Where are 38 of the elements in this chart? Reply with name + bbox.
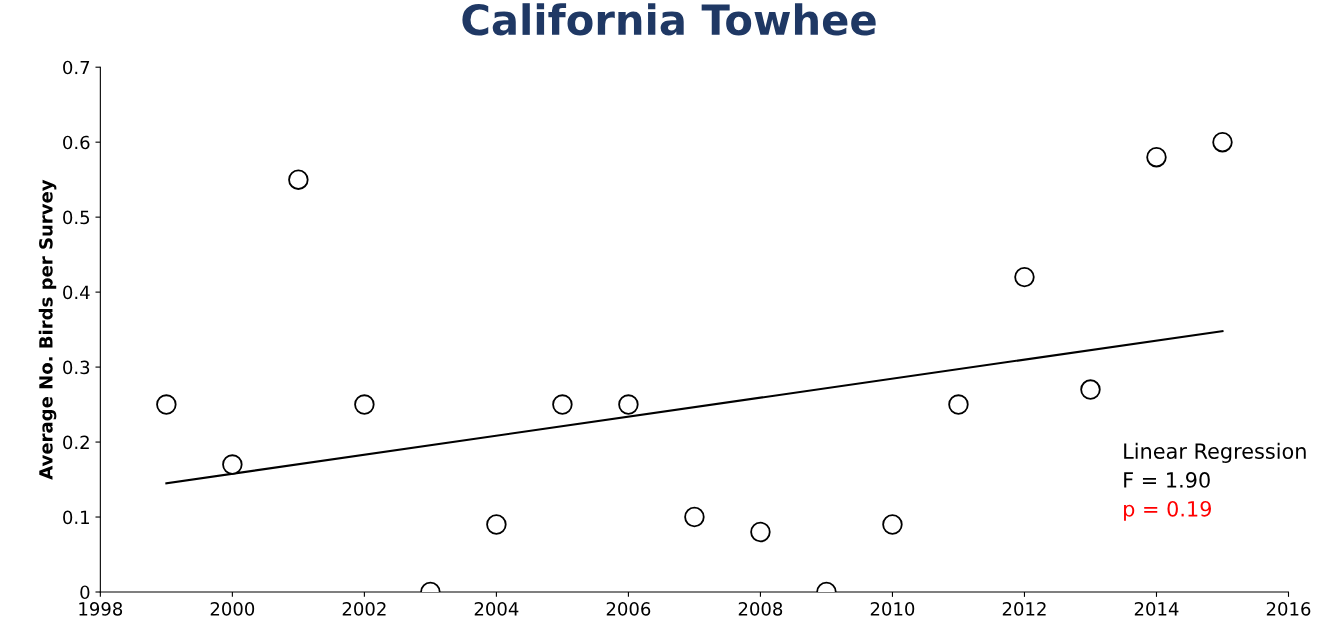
- x-tick-label: 2004: [474, 602, 519, 616]
- point: [354, 394, 375, 415]
- point: [1146, 146, 1167, 168]
- y-tick-label: 0.3: [63, 360, 90, 375]
- x-tick-label: 2000: [210, 602, 255, 616]
- point: [156, 394, 177, 415]
- point: [882, 514, 903, 535]
- y-tick-label: 0.6: [63, 135, 90, 150]
- x-tick-label: 2014: [1134, 602, 1179, 616]
- y-tick-label: 0: [80, 585, 90, 600]
- y-tick-label: 0.1: [63, 510, 89, 525]
- annotation: F = 1.90: [1124, 472, 1210, 488]
- annotation: p = 0.19: [1124, 500, 1211, 521]
- annotation: Linear Regression: [1124, 442, 1306, 464]
- x-tick-label: 2016: [1266, 602, 1311, 616]
- point: [618, 394, 639, 415]
- point: [948, 394, 969, 415]
- x-tick-label: 2006: [606, 602, 651, 616]
- point: [684, 506, 705, 528]
- y-tick-label: 0.5: [63, 210, 90, 225]
- x-tick-label: 2002: [342, 602, 386, 616]
- x-tick-label: 2008: [738, 602, 783, 616]
- x-tick-label: 2012: [1002, 602, 1046, 616]
- point: [552, 394, 573, 415]
- point: [750, 521, 771, 543]
- point: [1212, 131, 1233, 153]
- point: [486, 514, 507, 535]
- y-tick-label: 0.2: [63, 435, 89, 450]
- y-tick-label: 0.7: [63, 60, 90, 75]
- y-axis-title: Average No. Birds per Survey: [38, 179, 57, 480]
- point: [1014, 266, 1035, 288]
- x-tick-label: 2010: [870, 602, 915, 616]
- chart-title: California Towhee: [462, 3, 876, 36]
- point: [1080, 379, 1101, 400]
- x-tick-label: 1998: [79, 602, 123, 616]
- y-tick-label: 0.4: [63, 285, 90, 300]
- point: [288, 169, 309, 190]
- point: [222, 454, 243, 475]
